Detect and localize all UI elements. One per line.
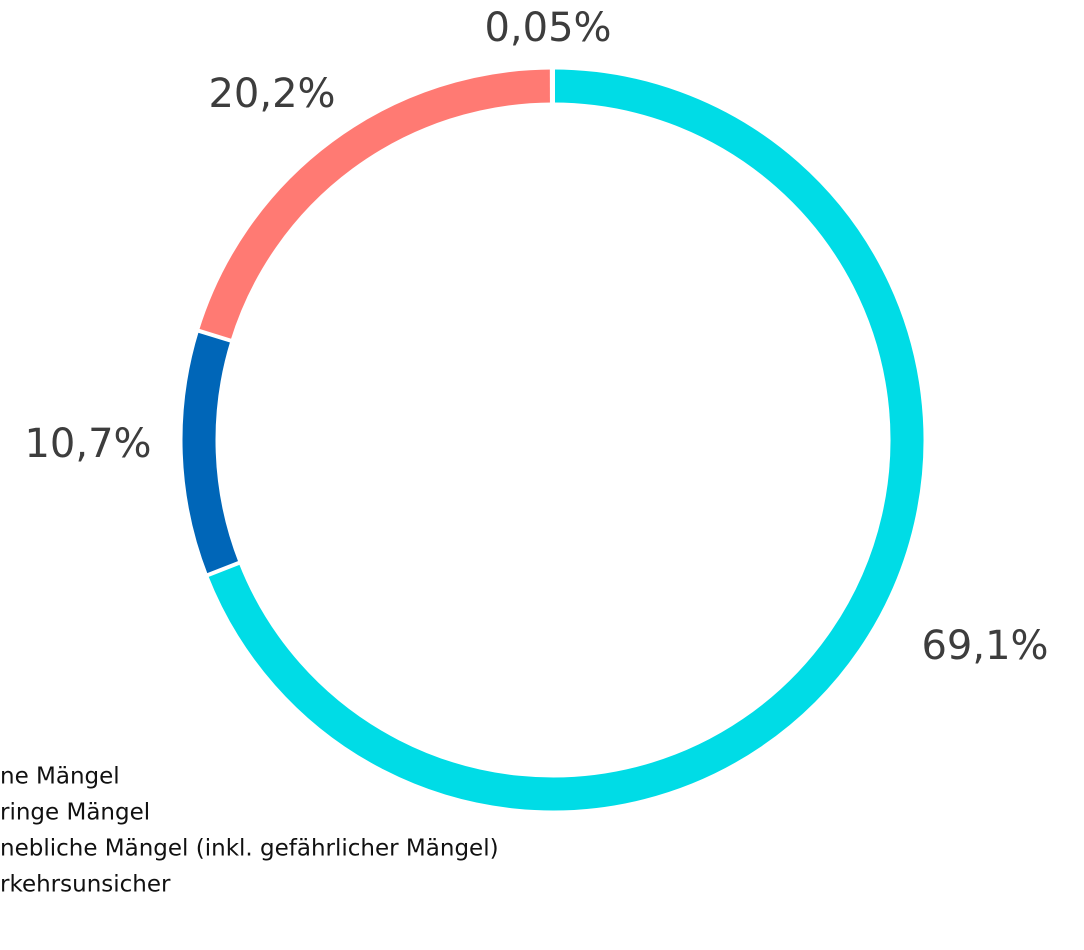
donut-segment [198, 69, 552, 341]
legend-label: ringe Mängel [0, 800, 150, 826]
donut-segment [207, 69, 924, 811]
legend-label: nebliche Mängel (inkl. gefährlicher Mäng… [0, 836, 499, 862]
data-label: 10,7% [24, 421, 151, 467]
donut-segment [182, 330, 239, 575]
data-label: 0,05% [484, 5, 611, 51]
legend-label: ne Mängel [0, 764, 120, 790]
data-label: 20,2% [208, 71, 335, 117]
data-label: 69,1% [921, 623, 1048, 669]
legend-label: rkehrsunsicher [0, 872, 171, 898]
segment-separator [206, 560, 241, 578]
segment-separator [197, 328, 233, 343]
